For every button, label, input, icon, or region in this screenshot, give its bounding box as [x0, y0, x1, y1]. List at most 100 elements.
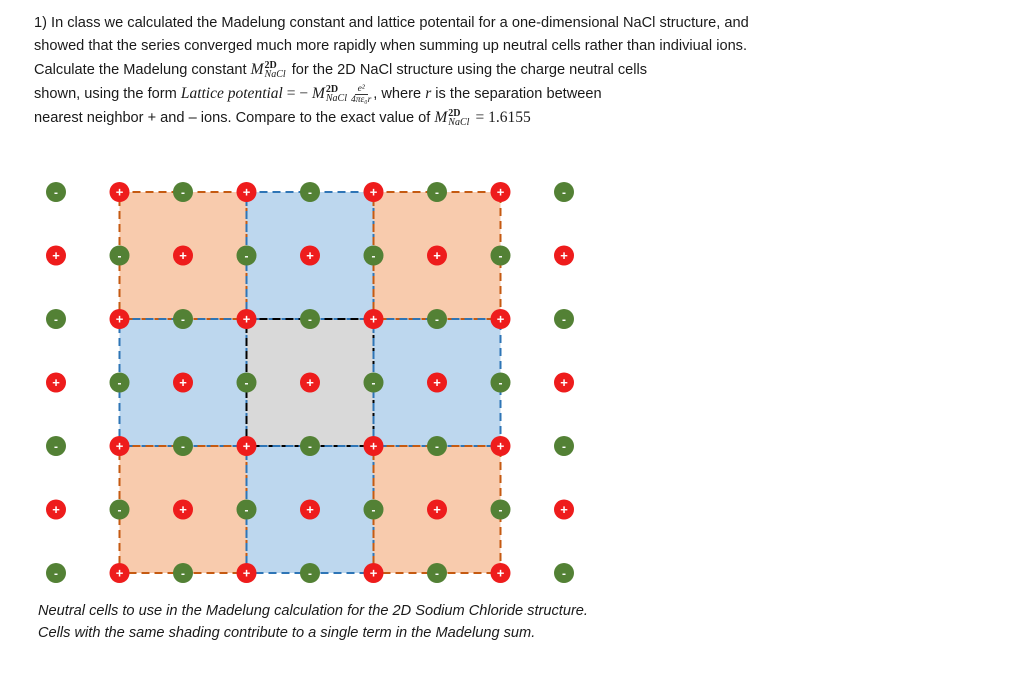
minus-sign-label: - — [372, 376, 376, 390]
minus-ion-circle — [46, 309, 66, 329]
minus-sign-label: - — [118, 503, 122, 517]
minus-sign-label: - — [562, 440, 566, 454]
plus-ion-circle — [236, 309, 257, 329]
plus-ion-circle — [46, 499, 66, 520]
minus-ion-circle — [554, 182, 574, 202]
plus-sign-label: + — [306, 248, 314, 263]
plus-sign-label: + — [243, 439, 251, 454]
sodium-ion-plus: + — [173, 372, 193, 393]
sodium-ion-plus: + — [554, 245, 574, 266]
minus-sign-label: - — [372, 249, 376, 263]
minus-sign-label: - — [54, 313, 58, 327]
minus-sign-label: - — [181, 567, 185, 581]
minus-sign-label: - — [308, 567, 312, 581]
plus-sign-label: + — [433, 248, 441, 263]
minus-sign-label: - — [499, 249, 503, 263]
minus-sign-label: - — [245, 503, 249, 517]
task-text-end: for the 2D NaCl structure using the char… — [287, 62, 648, 78]
plus-ion-circle — [236, 563, 257, 583]
plus-sign-label: + — [560, 248, 568, 263]
minus-sign-label: - — [118, 376, 122, 390]
plus-ion-circle — [490, 182, 511, 202]
minus-ion-circle — [427, 182, 447, 202]
minus-ion-circle — [109, 245, 130, 266]
sodium-ion-plus: + — [554, 499, 574, 520]
plus-sign-label: + — [116, 566, 124, 581]
plus-sign-label: + — [497, 312, 505, 327]
minus-sign-label: - — [245, 376, 249, 390]
minus-sign-label: - — [499, 376, 503, 390]
sodium-ion-plus: + — [427, 499, 447, 520]
minus-sign-label: - — [562, 567, 566, 581]
sodium-ion-plus: + — [46, 499, 66, 520]
sodium-ion-plus: + — [46, 245, 66, 266]
sodium-ion-plus: + — [427, 245, 447, 266]
plus-ion-circle — [363, 563, 384, 583]
plus-sign-label: + — [497, 185, 505, 200]
sodium-ion-plus: + — [109, 182, 130, 202]
plus-sign-label: + — [243, 312, 251, 327]
plus-ion-circle — [173, 499, 193, 520]
chloride-ion-minus: - — [46, 563, 66, 583]
plus-sign-label: + — [243, 185, 251, 200]
plus-sign-label: + — [306, 502, 314, 517]
chloride-ion-minus: - — [300, 563, 320, 583]
sodium-ion-plus: + — [490, 436, 511, 456]
minus-ion-circle — [363, 245, 384, 266]
plus-sign-label: + — [243, 566, 251, 581]
minus-ion-circle — [236, 499, 257, 520]
plus-sign-label: + — [306, 375, 314, 390]
sodium-ion-plus: + — [109, 563, 130, 583]
chloride-ion-minus: - — [109, 245, 130, 266]
sodium-ion-plus: + — [300, 499, 320, 520]
plus-sign-label: + — [433, 502, 441, 517]
minus-ion-circle — [363, 499, 384, 520]
sodium-ion-plus: + — [109, 436, 130, 456]
plus-ion-circle — [363, 436, 384, 456]
problem-compare-line: nearest neighbor + and – ions. Compare t… — [34, 106, 754, 130]
chloride-ion-minus: - — [490, 245, 511, 266]
sodium-ion-plus: + — [363, 563, 384, 583]
chloride-ion-minus: - — [173, 563, 193, 583]
form-text-start: shown, using the form — [34, 86, 181, 102]
minus-ion-circle — [173, 309, 193, 329]
chloride-ion-minus: - — [554, 182, 574, 202]
plus-ion-circle — [109, 182, 130, 202]
form-text-end: is the separation between — [431, 86, 602, 102]
chloride-ion-minus: - — [109, 372, 130, 393]
chloride-ion-minus: - — [173, 182, 193, 202]
plus-ion-circle — [363, 182, 384, 202]
plus-sign-label: + — [370, 312, 378, 327]
sodium-ion-plus: + — [554, 372, 574, 393]
minus-sign-label: - — [308, 313, 312, 327]
minus-ion-circle — [173, 436, 193, 456]
chloride-ion-minus: - — [236, 499, 257, 520]
minus-ion-circle — [554, 436, 574, 456]
plus-sign-label: + — [179, 375, 187, 390]
sodium-ion-plus: + — [363, 182, 384, 202]
plus-ion-circle — [300, 245, 320, 266]
plus-sign-label: + — [116, 185, 124, 200]
caption-line-1: Neutral cells to use in the Madelung cal… — [38, 603, 588, 619]
minus-ion-circle — [173, 182, 193, 202]
minus-ion-circle — [490, 372, 511, 393]
minus-ion-circle — [109, 372, 130, 393]
sodium-ion-plus: + — [427, 372, 447, 393]
minus-sign-label: - — [308, 186, 312, 200]
chloride-ion-minus: - — [46, 436, 66, 456]
chloride-ion-minus: - — [173, 309, 193, 329]
plus-sign-label: + — [179, 502, 187, 517]
plus-ion-circle — [427, 499, 447, 520]
chloride-ion-minus: - — [363, 499, 384, 520]
minus-sign-label: - — [245, 249, 249, 263]
chloride-ion-minus: - — [363, 372, 384, 393]
plus-ion-circle — [490, 309, 511, 329]
plus-ion-circle — [300, 499, 320, 520]
plus-sign-label: + — [370, 439, 378, 454]
sodium-ion-plus: + — [490, 563, 511, 583]
chloride-ion-minus: - — [300, 436, 320, 456]
plus-ion-circle — [173, 372, 193, 393]
minus-sign-label: - — [499, 503, 503, 517]
sodium-ion-plus: + — [363, 436, 384, 456]
minus-ion-circle — [490, 499, 511, 520]
